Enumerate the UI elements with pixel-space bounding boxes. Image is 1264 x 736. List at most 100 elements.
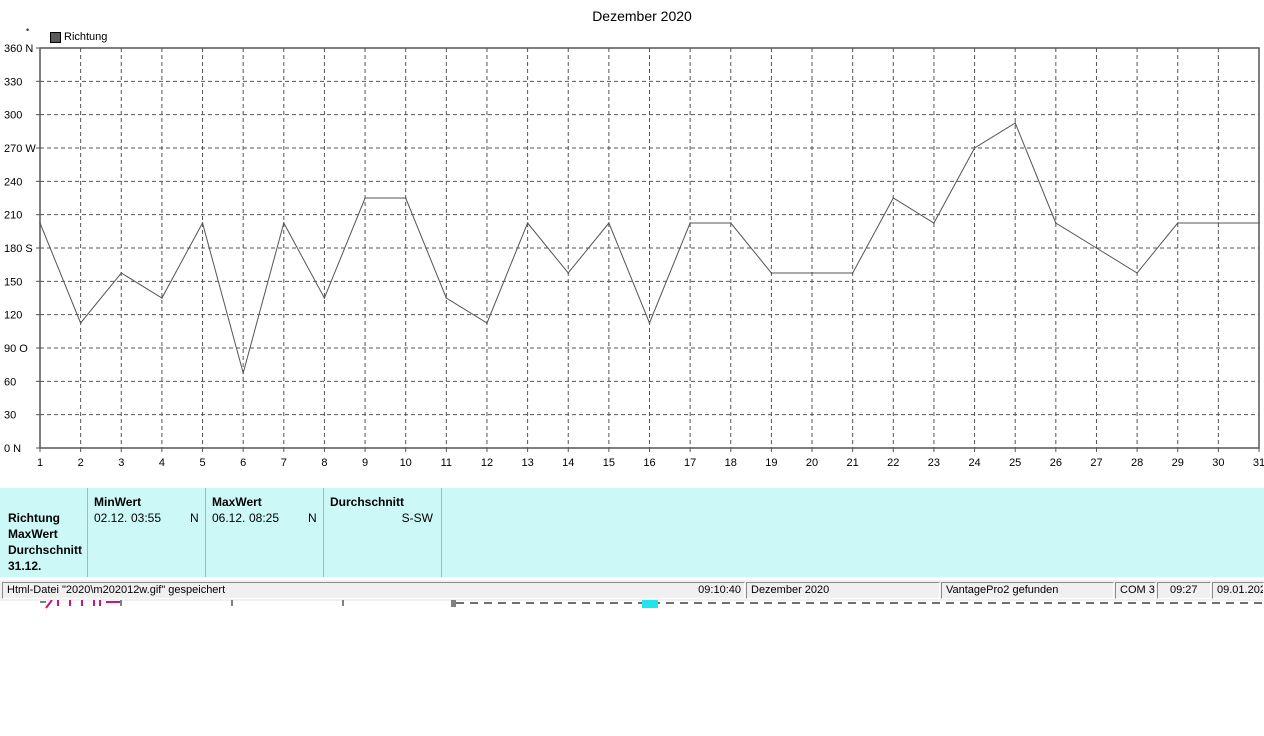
data-point — [689, 222, 691, 224]
max-header: MaxWert — [212, 495, 262, 509]
x-tick-label: 25 — [1009, 457, 1021, 469]
row-label-maxwert: MaxWert — [8, 527, 58, 541]
y-tick-label: 0 N — [4, 443, 21, 455]
avg-header: Durchschnitt — [330, 495, 405, 509]
stats-panel: Richtung MaxWert Durchschnitt 31.12. Min… — [0, 488, 1264, 577]
x-tick-label: 8 — [321, 457, 327, 469]
x-tick-label: 27 — [1090, 457, 1102, 469]
y-tick-label: 120 — [4, 310, 22, 322]
avg-value: S-SW — [401, 511, 433, 525]
x-tick-label: 4 — [159, 457, 165, 469]
legend-label: Richtung — [64, 31, 108, 43]
data-point — [1095, 247, 1098, 249]
x-tick-label: 17 — [684, 457, 696, 469]
y-axis: 360 N 330 300 270 W 240 210 180 S 150 120 90 O 60 3… — [4, 43, 40, 455]
chart-title: Dezember 2020 — [592, 8, 692, 24]
data-point — [404, 197, 407, 199]
stats-labels-column: Richtung MaxWert Durchschnitt 31.12. — [0, 488, 88, 577]
status-message: Html-Datei "2020\m202012w.gif" gespeiche… — [7, 584, 226, 596]
marker-dot: • — [26, 25, 30, 35]
y-tick-label: 90 O — [4, 343, 28, 355]
x-tick-label: 30 — [1212, 457, 1224, 469]
data-point — [648, 322, 651, 324]
x-tick-label: 15 — [603, 457, 615, 469]
stats-avg-column: Durchschnitt S-SW — [324, 488, 442, 577]
data-point — [851, 272, 854, 274]
data-point — [973, 147, 976, 149]
y-tick-label: 180 S — [4, 243, 33, 255]
y-tick-label: 360 N — [4, 43, 33, 55]
max-direction: N — [308, 511, 317, 525]
data-point — [79, 322, 82, 324]
y-tick-label: 210 — [4, 210, 22, 222]
data-point — [201, 222, 204, 224]
data-point — [283, 222, 285, 224]
status-message-panel: Html-Datei "2020\m202012w.gif" gespeiche… — [2, 582, 745, 599]
x-tick-label: 24 — [968, 457, 980, 469]
data-point — [892, 197, 895, 199]
max-date: 06.12. — [212, 511, 246, 525]
data-point — [811, 272, 813, 274]
data-point — [1055, 222, 1057, 224]
x-tick-label: 5 — [199, 457, 205, 469]
x-tick-label: 12 — [481, 457, 493, 469]
data-point — [161, 297, 163, 299]
data-point — [445, 297, 448, 299]
x-tick-label: 22 — [887, 457, 899, 469]
x-tick-label: 23 — [928, 457, 940, 469]
render-artifacts — [40, 600, 1264, 609]
min-direction: N — [190, 511, 199, 525]
data-point — [526, 222, 529, 224]
stats-min-column: MinWert 02.12. 03:55 N — [88, 488, 206, 577]
x-tick-label: 1 — [37, 457, 43, 469]
x-tick-label: 16 — [643, 457, 655, 469]
data-point — [1217, 222, 1220, 224]
row-label-date: 31.12. — [8, 559, 42, 573]
data-point — [120, 272, 123, 274]
series-richtung — [39, 122, 1260, 375]
data-point — [933, 222, 935, 224]
y-tick-label: 60 — [4, 376, 16, 388]
y-tick-label: 270 W — [4, 143, 36, 155]
x-tick-label: 29 — [1172, 457, 1184, 469]
status-date: 09.01.202 — [1212, 582, 1264, 599]
status-clock: 09:27 — [1157, 582, 1211, 599]
row-label-durchschnitt: Durchschnitt — [8, 543, 83, 557]
x-tick-label: 19 — [765, 457, 777, 469]
x-tick-label: 10 — [400, 457, 412, 469]
row-label-richtung: Richtung — [8, 511, 60, 525]
x-tick-label: 31 — [1253, 457, 1264, 469]
y-tick-label: 240 — [4, 176, 22, 188]
data-point — [1014, 122, 1016, 124]
data-point — [486, 322, 488, 324]
status-device: VantagePro2 gefunden — [941, 582, 1114, 599]
x-tick-label: 14 — [562, 457, 574, 469]
data-point — [567, 272, 570, 274]
data-point — [770, 272, 773, 274]
status-month: Dezember 2020 — [746, 582, 940, 599]
x-tick-label: 11 — [441, 457, 452, 469]
x-axis: 1 2 3 4 5 6 7 8 9 10 11 12 13 14 15 16 17 18 19 20 21 22 23 24 2… — [37, 448, 1264, 469]
data-point — [242, 372, 244, 374]
x-tick-label: 2 — [78, 457, 84, 469]
x-tick-label: 6 — [240, 457, 246, 469]
y-tick-label: 300 — [4, 110, 22, 122]
status-time: 09:10:40 — [698, 584, 741, 596]
y-tick-label: 150 — [4, 276, 22, 288]
x-tick-label: 13 — [521, 457, 533, 469]
x-tick-label: 21 — [847, 457, 859, 469]
x-tick-label: 28 — [1131, 457, 1143, 469]
min-header: MinWert — [94, 495, 142, 509]
x-tick-label: 7 — [281, 457, 287, 469]
chart-grid — [40, 48, 1259, 448]
x-tick-label: 3 — [118, 457, 124, 469]
status-bar: Html-Datei "2020\m202012w.gif" gespeiche… — [0, 579, 1264, 601]
x-tick-label: 26 — [1050, 457, 1062, 469]
data-point — [1258, 222, 1260, 224]
min-date: 02.12. — [94, 511, 128, 525]
data-point — [1176, 222, 1179, 224]
data-point — [1136, 272, 1138, 274]
data-point — [323, 297, 326, 299]
legend-swatch — [50, 32, 61, 43]
